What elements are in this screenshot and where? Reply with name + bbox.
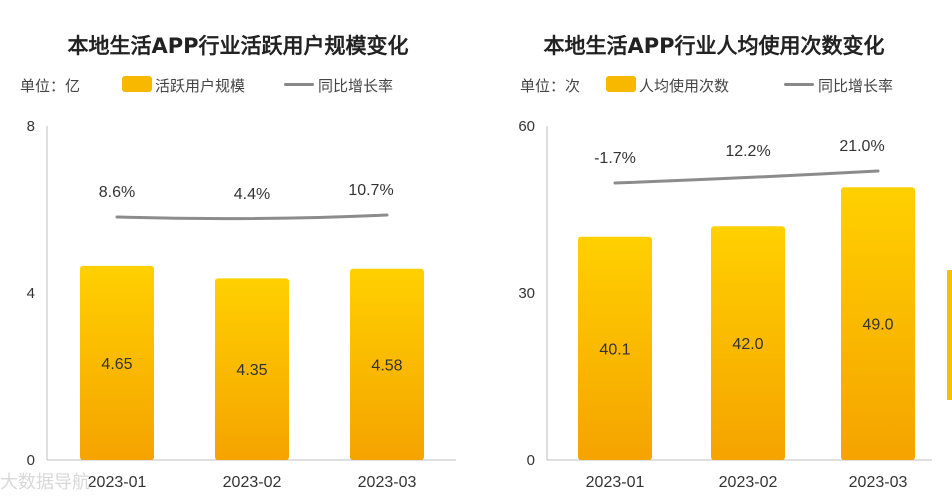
chart-plot: 0 30 60 40.1 2023-01 42.0 2023-02 49.0 2023-03 -1… xyxy=(518,118,932,491)
bar-value-label: 4.58 xyxy=(371,357,402,374)
bar-value-label: 4.65 xyxy=(101,356,132,373)
growth-rate-line xyxy=(115,213,389,221)
adjacent-chart-bar-edge xyxy=(947,270,952,400)
growth-rate-line xyxy=(613,169,880,185)
growth-rate-label: 10.7% xyxy=(348,182,393,199)
y-tick-label: 8 xyxy=(27,118,35,135)
y-tick-label: 60 xyxy=(518,118,535,135)
x-tick-label: 2023-03 xyxy=(358,474,417,491)
legend-line-label: 同比增长率 xyxy=(818,77,894,95)
bar-2023-02 xyxy=(711,226,785,460)
chart-plot: 0 4 8 4.65 2023-01 4.35 2023-02 4.58 2023-03 8.6%… xyxy=(27,118,456,491)
unit-label: 单位：亿 xyxy=(20,77,81,95)
bar-2023-03 xyxy=(841,187,915,460)
x-tick-label: 2023-01 xyxy=(88,474,147,491)
y-tick-label: 4 xyxy=(27,285,35,302)
legend-line-swatch xyxy=(784,83,814,86)
bar-value-label: 4.35 xyxy=(236,362,267,379)
watermark-text: 大数据导航 xyxy=(0,472,90,493)
legend-bar-label: 活跃用户规模 xyxy=(155,77,246,95)
legend-line-swatch xyxy=(284,83,314,86)
bar-value-label: 49.0 xyxy=(862,317,893,334)
bar-2023-03 xyxy=(350,268,424,460)
legend-bar-swatch xyxy=(606,76,636,92)
bar-2023-01 xyxy=(578,236,652,460)
chart-title: 本地生活APP行业活跃用户规模变化 xyxy=(67,34,409,58)
growth-rate-label: 4.4% xyxy=(234,186,270,203)
bar-value-label: 42.0 xyxy=(732,336,763,353)
legend-bar-label: 人均使用次数 xyxy=(639,77,730,95)
chart-panel-usage-count: 本地生活APP行业人均使用次数变化 单位：次 人均使用次数 同比增长率 0 30 6… xyxy=(476,0,952,502)
growth-rate-label: 8.6% xyxy=(99,184,135,201)
x-tick-label: 2023-01 xyxy=(586,474,645,491)
y-tick-label: 0 xyxy=(527,452,535,469)
chart-panel-active-users: 本地生活APP行业活跃用户规模变化 单位：亿 活跃用户规模 同比增长率 0 4 8 4… xyxy=(20,34,456,491)
x-tick-label: 2023-02 xyxy=(223,474,282,491)
growth-rate-label: 12.2% xyxy=(725,143,770,160)
legend-bar-swatch xyxy=(122,76,152,92)
growth-rate-label: -1.7% xyxy=(594,150,636,167)
x-tick-label: 2023-03 xyxy=(849,474,908,491)
chart-title: 本地生活APP行业人均使用次数变化 xyxy=(543,34,885,58)
legend-line-label: 同比增长率 xyxy=(318,77,394,95)
x-tick-label: 2023-02 xyxy=(719,474,778,491)
y-tick-label: 0 xyxy=(27,452,35,469)
y-tick-label: 30 xyxy=(518,285,535,302)
growth-rate-label: 21.0% xyxy=(839,138,884,155)
unit-label: 单位：次 xyxy=(520,77,581,95)
bar-2023-02 xyxy=(215,278,289,460)
bar-value-label: 40.1 xyxy=(599,341,630,358)
bar-2023-01 xyxy=(80,265,154,460)
